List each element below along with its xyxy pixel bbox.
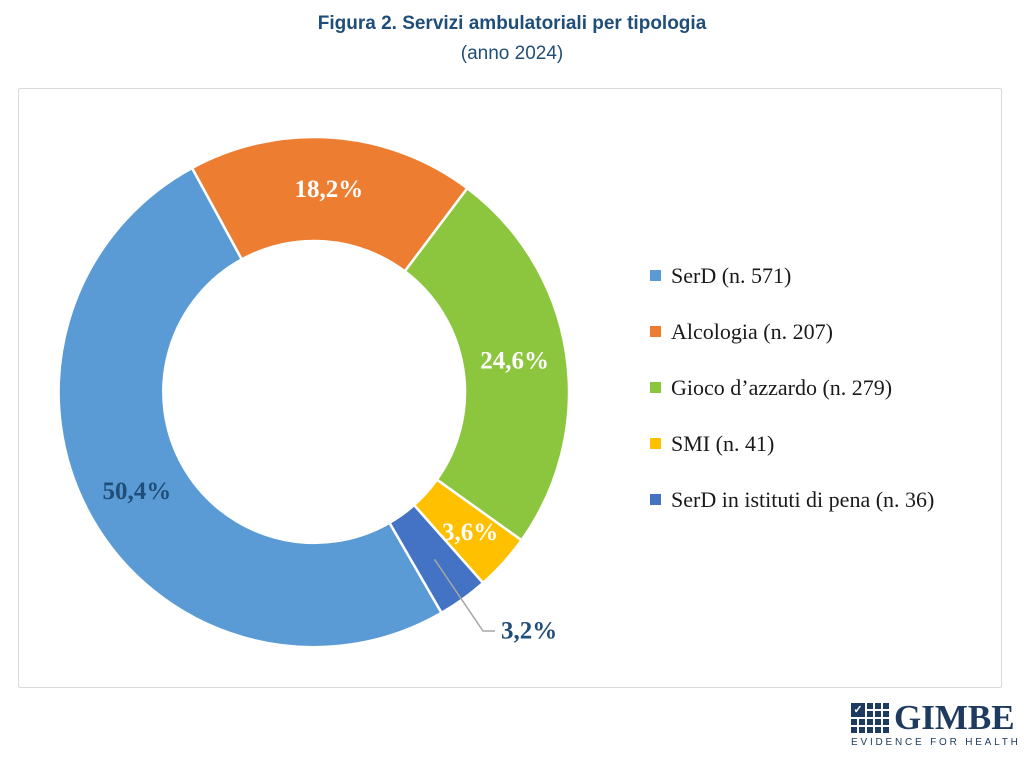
logo-grid-cell [859,719,865,725]
legend-swatch-smi [650,438,661,449]
gimbe-tagline: EVIDENCE FOR HEALTH [851,737,1021,748]
gimbe-logo-row: ✓ GIMBE [851,698,1021,737]
legend-label-serd: SerD (n. 571) [671,263,792,288]
figure-title: Figura 2. Servizi ambulatoriali per tipo… [317,13,707,34]
logo-grid-cell [883,719,889,725]
legend-label-smi: SMI (n. 41) [671,431,775,456]
gimbe-logo: ✓ GIMBE EVIDENCE FOR HEALTH [851,698,1021,748]
logo-grid-cell [867,727,873,733]
logo-grid-cell [867,719,873,725]
logo-grid-cell [875,719,881,725]
legend-item-gioco-dazzardo: Gioco d’azzardo (n. 279) [650,374,990,401]
logo-grid-cell [851,727,857,733]
logo-grid-cell [867,711,873,717]
legend-item-smi: SMI (n. 41) [650,430,990,457]
legend-swatch-serd [650,270,661,281]
legend-label-gioco-dazzardo: Gioco d’azzardo (n. 279) [671,375,893,400]
logo-grid-cell [851,719,857,725]
legend-swatch-gioco-dazzardo [650,382,661,393]
gimbe-grid-check-icon: ✓ [851,703,889,733]
legend-label-serd-istituti-pena: SerD in istituti di pena (n. 36) [671,487,935,512]
legend-item-serd: SerD (n. 571) [650,262,990,289]
logo-grid-cell [883,711,889,717]
logo-grid-cell [867,703,873,709]
gimbe-wordmark: GIMBE [894,698,1015,737]
legend-label-alcologia: Alcologia (n. 207) [671,319,833,344]
logo-grid-cell [875,703,881,709]
chart-legend: SerD (n. 571) Alcologia (n. 207) Gioco d’a… [650,262,990,542]
logo-grid-cell [859,727,865,733]
logo-grid-cell [883,727,889,733]
logo-grid-cell [875,711,881,717]
check-icon: ✓ [851,703,865,717]
figure-subtitle: (anno 2024) [460,43,564,64]
logo-grid-cell [875,727,881,733]
legend-swatch-serd-istituti-pena [650,494,661,505]
legend-swatch-alcologia [650,326,661,337]
legend-item-alcologia: Alcologia (n. 207) [650,318,990,345]
legend-item-serd-istituti-pena: SerD in istituti di pena (n. 36) [650,486,990,513]
logo-grid-cell [883,703,889,709]
